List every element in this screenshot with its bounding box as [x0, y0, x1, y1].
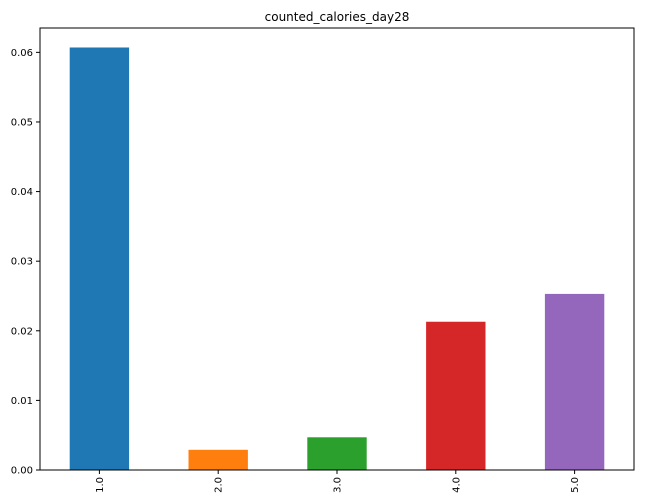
bar-5.0	[544, 293, 605, 470]
x-tick-label: 4.0	[451, 477, 462, 493]
x-tick-label: 3.0	[333, 477, 344, 493]
y-tick-label: 0.04	[11, 187, 33, 198]
y-tick-label: 0.06	[11, 48, 33, 59]
bars-group	[69, 47, 605, 471]
y-tick-label: 0.00	[11, 466, 33, 477]
y-tick-label: 0.01	[11, 396, 33, 407]
bar-2.0	[188, 449, 248, 470]
x-tick-label: 1.0	[95, 477, 106, 493]
x-tick-label: 5.0	[570, 477, 581, 493]
y-tick-label: 0.03	[11, 257, 33, 268]
x-axis: 1.0 2.0 3.0 4.0 5.0	[95, 470, 581, 493]
bar-1.0	[69, 47, 130, 471]
y-axis: 0.00 0.01 0.02 0.03 0.04 0.05 0.06	[11, 48, 40, 477]
bar-3.0	[307, 437, 367, 470]
x-tick-label: 2.0	[214, 477, 225, 493]
plot-frame	[39, 27, 635, 471]
bar-4.0	[426, 321, 486, 470]
chart-title: counted_calories_day28	[265, 10, 410, 24]
y-tick-label: 0.05	[11, 117, 33, 128]
y-tick-label: 0.02	[11, 326, 33, 337]
